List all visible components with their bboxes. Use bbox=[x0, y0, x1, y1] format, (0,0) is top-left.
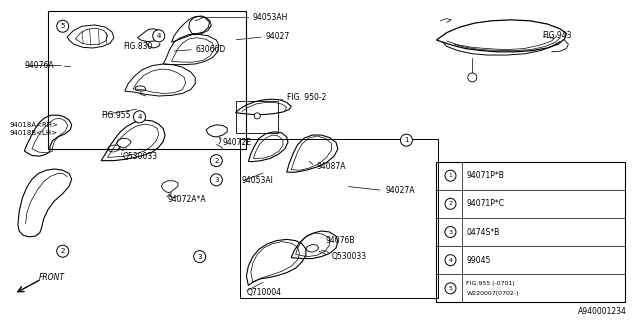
Circle shape bbox=[153, 30, 164, 42]
Text: Q530033: Q530033 bbox=[332, 252, 367, 261]
Text: FIG.943: FIG.943 bbox=[543, 31, 572, 40]
Text: 2: 2 bbox=[449, 201, 452, 206]
Text: Q530033: Q530033 bbox=[123, 152, 158, 161]
Circle shape bbox=[57, 20, 68, 32]
Text: 99045: 99045 bbox=[467, 256, 491, 265]
Text: 94087A: 94087A bbox=[317, 162, 346, 171]
Text: 2: 2 bbox=[61, 248, 65, 254]
Text: 94071P*C: 94071P*C bbox=[467, 199, 504, 208]
Bar bbox=[436, 162, 625, 302]
Text: 94053AH: 94053AH bbox=[253, 13, 288, 22]
Text: 94072E: 94072E bbox=[223, 138, 252, 147]
Text: FIG.955: FIG.955 bbox=[101, 111, 131, 120]
Circle shape bbox=[445, 227, 456, 237]
Text: FIG.830: FIG.830 bbox=[123, 42, 152, 51]
Text: 94027: 94027 bbox=[266, 32, 290, 41]
Text: 4: 4 bbox=[157, 33, 161, 39]
Bar bbox=[236, 101, 278, 133]
Circle shape bbox=[445, 170, 456, 181]
Text: 1: 1 bbox=[449, 173, 452, 178]
Circle shape bbox=[445, 283, 456, 294]
Text: 3: 3 bbox=[197, 254, 202, 260]
Circle shape bbox=[468, 73, 477, 82]
Text: 1: 1 bbox=[404, 137, 409, 143]
Text: 4: 4 bbox=[449, 258, 452, 263]
Circle shape bbox=[194, 251, 205, 263]
Text: 2: 2 bbox=[214, 158, 218, 164]
Text: 94053AI: 94053AI bbox=[242, 176, 274, 185]
Text: 0474S*B: 0474S*B bbox=[467, 228, 500, 236]
Text: 5: 5 bbox=[61, 23, 65, 29]
Text: W220007(0702-): W220007(0702-) bbox=[467, 291, 519, 296]
Circle shape bbox=[211, 174, 222, 186]
Text: FIG. 950-2: FIG. 950-2 bbox=[287, 93, 326, 102]
Text: 94027A: 94027A bbox=[385, 186, 415, 195]
Text: FIG.955 (-0701): FIG.955 (-0701) bbox=[467, 281, 515, 286]
Text: 5: 5 bbox=[449, 286, 452, 291]
Text: 3: 3 bbox=[214, 177, 219, 183]
Text: 63066D: 63066D bbox=[195, 45, 225, 54]
Circle shape bbox=[401, 134, 412, 146]
Circle shape bbox=[445, 198, 456, 209]
Circle shape bbox=[57, 245, 68, 257]
Text: 94072A*A: 94072A*A bbox=[168, 196, 206, 204]
Text: 94018B<LH>: 94018B<LH> bbox=[10, 130, 58, 136]
Text: 94076B: 94076B bbox=[325, 236, 355, 245]
Bar bbox=[48, 11, 246, 149]
Text: 3: 3 bbox=[449, 229, 452, 235]
Text: 94076A: 94076A bbox=[24, 61, 54, 70]
Circle shape bbox=[254, 113, 260, 119]
Text: Q710004: Q710004 bbox=[246, 288, 282, 297]
Circle shape bbox=[134, 111, 145, 123]
Text: 4: 4 bbox=[138, 114, 141, 120]
Circle shape bbox=[445, 255, 456, 266]
Bar bbox=[240, 139, 438, 298]
Text: A940001234: A940001234 bbox=[579, 307, 627, 316]
Circle shape bbox=[211, 155, 222, 167]
Text: FRONT: FRONT bbox=[38, 273, 65, 282]
Text: 94018A<RH>: 94018A<RH> bbox=[10, 122, 58, 128]
Text: 94071P*B: 94071P*B bbox=[467, 171, 504, 180]
